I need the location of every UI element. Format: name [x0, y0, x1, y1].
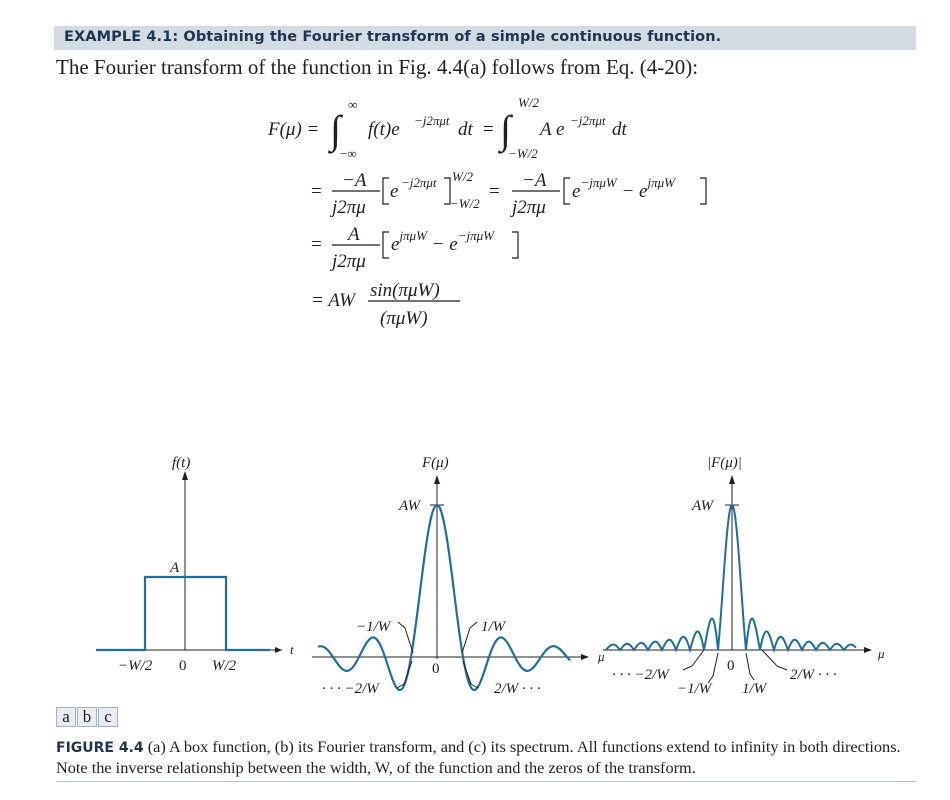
panel-b-ann-right-bottom: 2/W · · · — [494, 681, 541, 697]
l2-exponent: −j2πμt — [401, 175, 437, 190]
sinc-curve — [317, 503, 571, 692]
panel-label-b: b — [77, 707, 97, 727]
panel-c-ann-right-inner: 1/W — [742, 681, 768, 697]
l4-den: (πμW) — [380, 308, 428, 329]
l3-bracket: ejπμW − e−jπμW — [391, 228, 495, 255]
panel-c-peak: AW — [691, 498, 715, 514]
eq-equals-3: = — [489, 181, 500, 202]
caption-text: (a) A box function, (b) its Fourier tran… — [56, 737, 901, 777]
l2-bracket1: e — [390, 181, 398, 202]
abs-sinc-curve — [605, 503, 857, 654]
panel-c-xlabel: μ — [877, 646, 885, 661]
box-function-curve — [96, 575, 270, 652]
panel-label-a: a — [56, 707, 76, 727]
panel-c-ylabel: |F(μ)| — [707, 455, 742, 471]
panel-c-ann-left-outer: · · · −2/W — [612, 667, 670, 683]
panel-a-ylabel: f(t) — [172, 455, 190, 471]
l3-num: A — [346, 224, 360, 245]
l2-den1: j2πμ — [329, 197, 366, 218]
l3-den: j2πμ — [329, 251, 366, 272]
eq-equals-1: = — [483, 119, 494, 140]
l2-num1: −A — [342, 170, 367, 191]
l4-num: sin(πμW) — [370, 280, 440, 301]
panel-a-tick-pos: W/2 — [212, 658, 237, 674]
int2-upper: W/2 — [518, 95, 539, 110]
int1-dt: dt — [458, 119, 474, 140]
l2-limit-upper: W/2 — [452, 169, 473, 184]
figure-caption: FIGURE 4.4 (a) A box function, (b) its F… — [56, 737, 926, 778]
equation-block: F(μ) = ∫ ∞ −∞ f(t)e −j2πμt dt = ∫ W/2 −W… — [267, 95, 707, 329]
eq-lhs: F(μ) = — [267, 119, 319, 140]
panel-b-ann-left-bottom: · · · −2/W — [322, 681, 380, 697]
int2-body: A e — [538, 119, 564, 140]
integral-sign-2: ∫ — [497, 107, 514, 154]
panel-b-ann-right-top: 1/W — [481, 619, 507, 635]
example-heading: EXAMPLE 4.1: Obtaining the Fourier trans… — [64, 29, 722, 45]
l4-prefix: = AW — [311, 290, 357, 311]
panel-c-ann-left-inner: −1/W — [677, 681, 713, 697]
int1-lower: −∞ — [340, 146, 357, 161]
eq-equals-4: = — [311, 234, 322, 255]
panel-b: F(μ) μ AW 0 −1/W 1/W · · · −2/W 2/W · · … — [312, 455, 605, 697]
panel-c-zero: 0 — [727, 658, 735, 674]
panel-b-ann-left-top: −1/W — [356, 619, 392, 635]
panel-b-peak: AW — [398, 498, 422, 514]
example-banner: EXAMPLE 4.1: Obtaining the Fourier trans… — [54, 26, 916, 50]
int1-exponent: −j2πμt — [414, 113, 450, 128]
l2-num2: −A — [522, 170, 547, 191]
panel-c-ann-right-outer: 2/W · · · — [790, 667, 837, 683]
panel-a: f(t) t A −W/2 0 W/2 — [96, 455, 294, 674]
eq-equals-2: = — [311, 181, 322, 202]
panel-b-zero: 0 — [432, 661, 440, 677]
panel-b-xlabel: μ — [597, 649, 605, 664]
integral-sign-1: ∫ — [327, 107, 344, 154]
int1-upper: ∞ — [348, 97, 357, 112]
l2-limit-lower: −W/2 — [450, 196, 480, 211]
l2-den2: j2πμ — [509, 197, 546, 218]
panel-a-xlabel: t — [290, 642, 294, 657]
panel-a-height: A — [169, 560, 180, 576]
panel-a-tick-neg: −W/2 — [118, 658, 153, 674]
int2-dt: dt — [612, 119, 628, 140]
intro-text: The Fourier transform of the function in… — [56, 55, 699, 79]
panel-b-ylabel: F(μ) — [421, 455, 449, 471]
int2-lower: −W/2 — [508, 146, 538, 161]
bottom-rule — [56, 781, 916, 782]
panel-c: |F(μ)| μ AW 0 · · · −2/W −1/W 1/W 2/W · … — [603, 455, 885, 697]
int2-exponent: −j2πμt — [570, 113, 606, 128]
l2-bracket2: e−jπμW − ejπμW — [572, 175, 676, 202]
panel-labels: a b c — [56, 707, 119, 727]
panel-a-tick-zero: 0 — [179, 658, 187, 674]
caption-label: FIGURE 4.4 — [56, 740, 144, 756]
int1-body: f(t)e — [368, 119, 400, 140]
panel-label-c: c — [98, 707, 118, 727]
